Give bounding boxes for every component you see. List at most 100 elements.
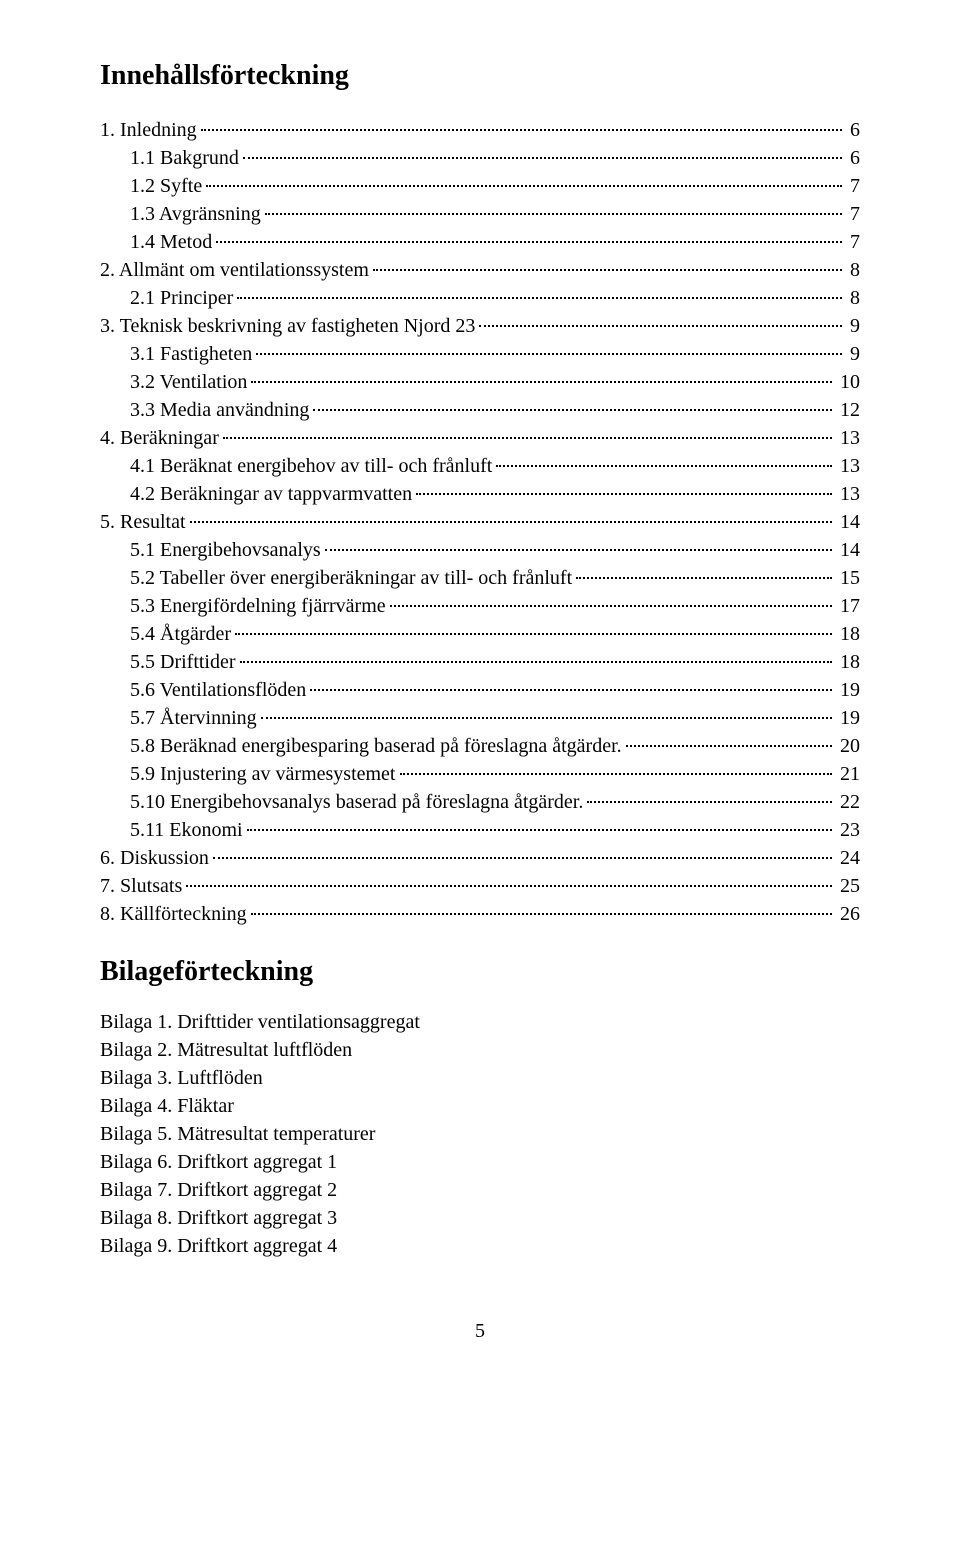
toc-entry-page: 23: [836, 816, 860, 844]
toc-entry-page: 24: [836, 844, 860, 872]
toc-entry: 5.1 Energibehovsanalys14: [100, 536, 860, 564]
toc-leader: [479, 325, 842, 327]
toc-leader: [251, 381, 832, 383]
toc-leader: [216, 241, 842, 243]
toc-entry-label: 5.9 Injustering av värmesystemet: [130, 760, 396, 788]
toc-entry: 1.3 Avgränsning7: [100, 200, 860, 228]
toc-entry: 2. Allmänt om ventilationssystem 8: [100, 256, 860, 284]
toc-entry: 3.1 Fastigheten 9: [100, 340, 860, 368]
toc-entry: 8. Källförteckning 26: [100, 900, 860, 928]
toc-leader: [325, 549, 832, 551]
toc-entry-page: 13: [836, 424, 860, 452]
toc-entry: 5.6 Ventilationsflöden 19: [100, 676, 860, 704]
toc-entry-label: 3. Teknisk beskrivning av fastigheten Nj…: [100, 312, 475, 340]
toc-entry: 5.8 Beräknad energibesparing baserad på …: [100, 732, 860, 760]
toc-entry-label: 4.2 Beräkningar av tappvarmvatten: [130, 480, 412, 508]
toc-entry-page: 18: [836, 620, 860, 648]
toc-entry-label: 4.1 Beräknat energibehov av till- och fr…: [130, 452, 492, 480]
toc-leader: [313, 409, 832, 411]
toc-leader: [261, 717, 832, 719]
toc-entry-page: 6: [846, 144, 860, 172]
toc-entry-label: 5.2 Tabeller över energiberäkningar av t…: [130, 564, 572, 592]
toc-entry-page: 26: [836, 900, 860, 928]
toc-entry-page: 19: [836, 704, 860, 732]
toc-entry-label: 1.1 Bakgrund: [130, 144, 239, 172]
bilaga-list: Bilaga 1. Drifttider ventilationsaggrega…: [100, 1008, 860, 1260]
toc-entry-label: 2. Allmänt om ventilationssystem: [100, 256, 369, 284]
toc-entry-page: 18: [836, 648, 860, 676]
toc-entry-page: 14: [836, 508, 860, 536]
bilaga-item: Bilaga 3. Luftflöden: [100, 1064, 860, 1092]
toc-entry: 1. Inledning 6: [100, 116, 860, 144]
toc-entry-page: 15: [836, 564, 860, 592]
toc-entry-page: 21: [836, 760, 860, 788]
toc-leader: [251, 913, 832, 915]
toc-entry-page: 9: [846, 340, 860, 368]
toc-entry-label: 5.6 Ventilationsflöden: [130, 676, 306, 704]
toc-leader: [243, 157, 842, 159]
bilaga-title: Bilageförteckning: [100, 956, 860, 988]
toc-entry-page: 13: [836, 452, 860, 480]
toc-leader: [256, 353, 842, 355]
bilaga-item: Bilaga 4. Fläktar: [100, 1092, 860, 1120]
toc-entry-page: 10: [836, 368, 860, 396]
toc-title: Innehållsförteckning: [100, 60, 860, 92]
toc-leader: [390, 605, 832, 607]
toc-entry-label: 8. Källförteckning: [100, 900, 247, 928]
toc-entry-page: 8: [846, 256, 860, 284]
toc-entry-label: 3.1 Fastigheten: [130, 340, 252, 368]
toc-entry-label: 1.4 Metod: [130, 228, 212, 256]
toc-entry-page: 25: [836, 872, 860, 900]
toc-entry: 5.9 Injustering av värmesystemet 21: [100, 760, 860, 788]
toc-entry-label: 6. Diskussion: [100, 844, 209, 872]
toc-entry-page: 14: [836, 536, 860, 564]
toc-leader: [206, 185, 842, 187]
toc-leader: [496, 465, 832, 467]
toc-entry: 1.4 Metod 7: [100, 228, 860, 256]
toc-entry: 2.1 Principer 8: [100, 284, 860, 312]
toc-leader: [576, 577, 832, 579]
toc-leader: [626, 745, 832, 747]
document-page: Innehållsförteckning 1. Inledning61.1 Ba…: [0, 0, 960, 1383]
toc-entry-label: 3.3 Media användning: [130, 396, 309, 424]
bilaga-item: Bilaga 8. Driftkort aggregat 3: [100, 1204, 860, 1232]
toc-entry-label: 5.11 Ekonomi: [130, 816, 243, 844]
toc-entry: 4.1 Beräknat energibehov av till- och fr…: [100, 452, 860, 480]
toc-entry-page: 7: [846, 172, 860, 200]
toc-entry-label: 3.2 Ventilation: [130, 368, 247, 396]
toc-entry-label: 1. Inledning: [100, 116, 197, 144]
toc-leader: [240, 661, 832, 663]
toc-entry-label: 5.4 Åtgärder: [130, 620, 231, 648]
toc-leader: [186, 885, 832, 887]
toc-entry: 5. Resultat14: [100, 508, 860, 536]
toc-entry: 5.4 Åtgärder 18: [100, 620, 860, 648]
toc-leader: [223, 437, 832, 439]
toc-entry: 1.1 Bakgrund 6: [100, 144, 860, 172]
toc-entry-page: 19: [836, 676, 860, 704]
toc-entry-page: 7: [846, 228, 860, 256]
bilaga-item: Bilaga 5. Mätresultat temperaturer: [100, 1120, 860, 1148]
toc-leader: [190, 521, 832, 523]
toc-entry-page: 7: [846, 200, 860, 228]
toc-leader: [247, 829, 832, 831]
toc-leader: [237, 297, 842, 299]
toc-entry-page: 8: [846, 284, 860, 312]
bilaga-item: Bilaga 6. Driftkort aggregat 1: [100, 1148, 860, 1176]
toc-entry-label: 5.8 Beräknad energibesparing baserad på …: [130, 732, 622, 760]
bilaga-item: Bilaga 2. Mätresultat luftflöden: [100, 1036, 860, 1064]
toc-entry-page: 6: [846, 116, 860, 144]
bilaga-item: Bilaga 1. Drifttider ventilationsaggrega…: [100, 1008, 860, 1036]
bilaga-item: Bilaga 7. Driftkort aggregat 2: [100, 1176, 860, 1204]
toc-leader: [416, 493, 832, 495]
toc-entry-label: 5.7 Återvinning: [130, 704, 257, 732]
page-number: 5: [100, 1320, 860, 1343]
toc-leader: [201, 129, 842, 131]
toc-entry-page: 9: [846, 312, 860, 340]
toc-entry-label: 7. Slutsats: [100, 872, 182, 900]
toc-entry: 5.7 Återvinning 19: [100, 704, 860, 732]
toc-entry-label: 2.1 Principer: [130, 284, 233, 312]
toc-entry: 3.3 Media användning12: [100, 396, 860, 424]
toc-entry: 5.10 Energibehovsanalys baserad på föres…: [100, 788, 860, 816]
toc-entry: 5.3 Energifördelning fjärrvärme17: [100, 592, 860, 620]
toc-entry-page: 13: [836, 480, 860, 508]
